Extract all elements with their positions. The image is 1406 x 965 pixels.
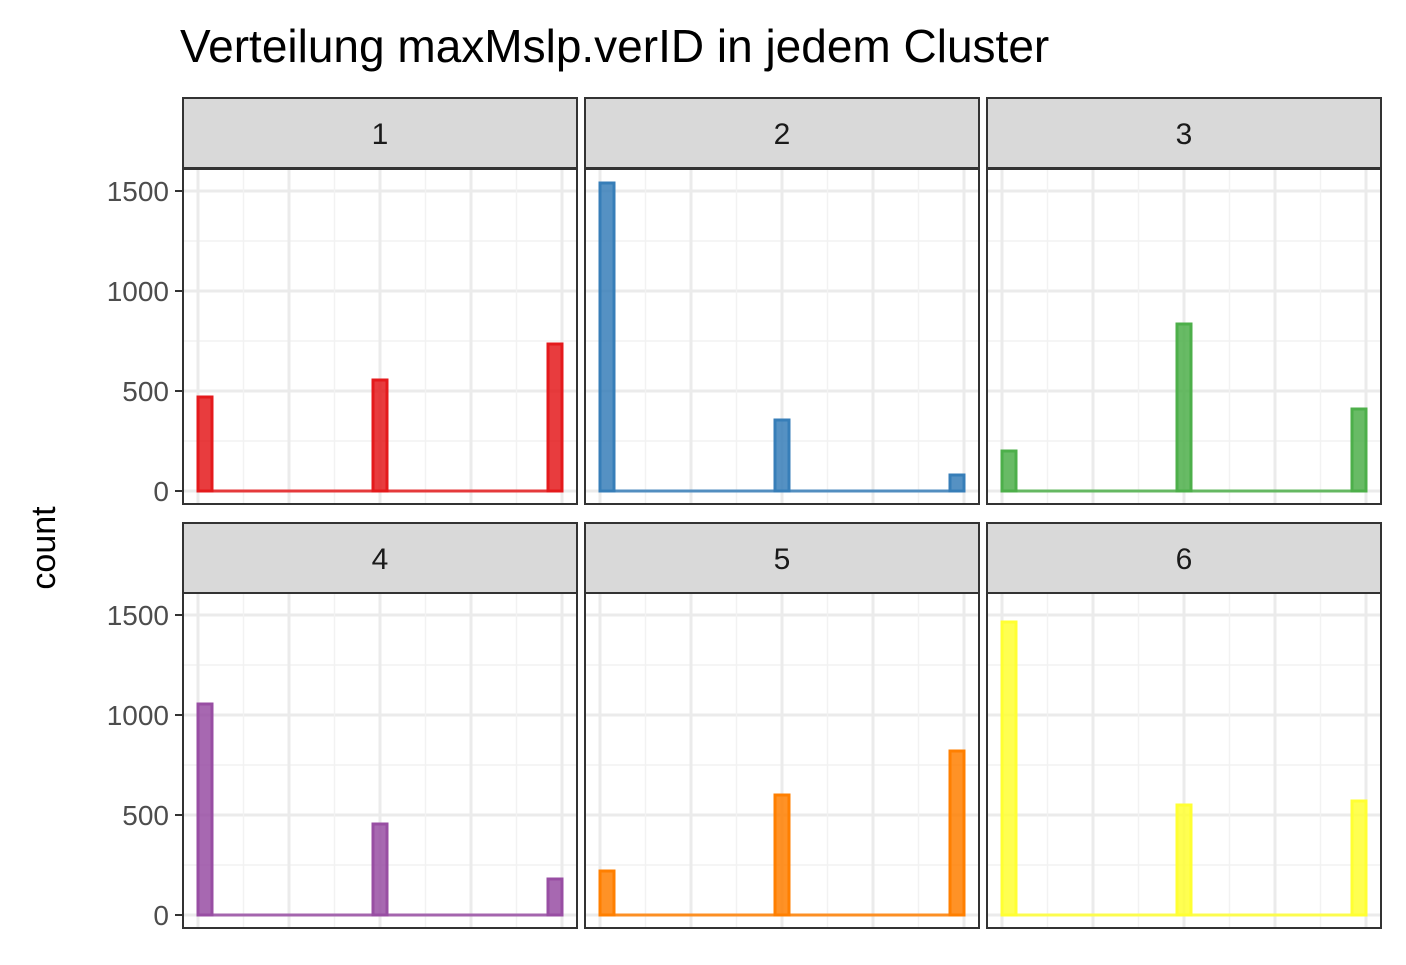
facet-strip-label: 5 xyxy=(774,543,791,576)
histogram-bar xyxy=(546,342,564,493)
y-tick-label: 0 xyxy=(153,900,169,931)
y-tick-label: 1500 xyxy=(107,176,169,207)
y-tick-label: 1000 xyxy=(107,700,169,731)
y-axis-label: count xyxy=(25,506,63,590)
facet-strip xyxy=(182,522,578,594)
facet-strip xyxy=(584,522,980,594)
histogram-bar xyxy=(948,749,966,917)
histogram-bar xyxy=(196,395,214,493)
facet-strip xyxy=(584,97,980,169)
histogram-bar xyxy=(1175,322,1193,493)
facet-strip xyxy=(182,97,578,169)
histogram-bar xyxy=(598,181,616,493)
facet-panel-3: 3 xyxy=(986,97,1382,505)
histogram-bar xyxy=(546,877,564,917)
histogram-bar xyxy=(598,869,616,917)
facet-strip-label: 4 xyxy=(372,543,389,576)
y-tick-label: 1000 xyxy=(107,276,169,307)
facet-strip xyxy=(986,97,1382,169)
facet-panel-4: 4 0 500 1000 1500 xyxy=(107,522,578,931)
facet-grid: 1 0 500 1000 1500 2 3 4 0 500 1000 1500 5 6 xyxy=(107,97,1382,931)
facet-panel-1: 1 0 500 1000 1500 xyxy=(107,97,578,507)
facet-panel-5: 5 xyxy=(584,522,980,929)
facet-strip-label: 1 xyxy=(372,118,389,151)
histogram-bar xyxy=(1175,803,1193,917)
histogram-bar xyxy=(948,473,966,493)
facet-strip-label: 3 xyxy=(1176,118,1193,151)
histogram-bar xyxy=(1350,407,1368,493)
histogram-bar xyxy=(371,378,389,493)
histogram-bar xyxy=(773,418,791,493)
y-tick-label: 1500 xyxy=(107,600,169,631)
chart-title: Verteilung maxMslp.verID in jedem Cluste… xyxy=(180,20,1049,72)
y-tick-label: 500 xyxy=(122,376,169,407)
histogram-bar xyxy=(1000,620,1018,917)
histogram-bar xyxy=(196,702,214,917)
histogram-bar xyxy=(773,793,791,917)
histogram-bar xyxy=(1350,799,1368,917)
y-tick-label: 0 xyxy=(153,476,169,507)
facet-panel-6: 6 xyxy=(986,522,1382,929)
facet-strip-label: 6 xyxy=(1176,543,1193,576)
histogram-bar xyxy=(371,822,389,917)
facet-panel-2: 2 xyxy=(584,97,980,505)
facet-strip-label: 2 xyxy=(774,118,791,151)
histogram-bar xyxy=(1000,449,1018,493)
facet-strip xyxy=(986,522,1382,594)
y-tick-label: 500 xyxy=(122,800,169,831)
